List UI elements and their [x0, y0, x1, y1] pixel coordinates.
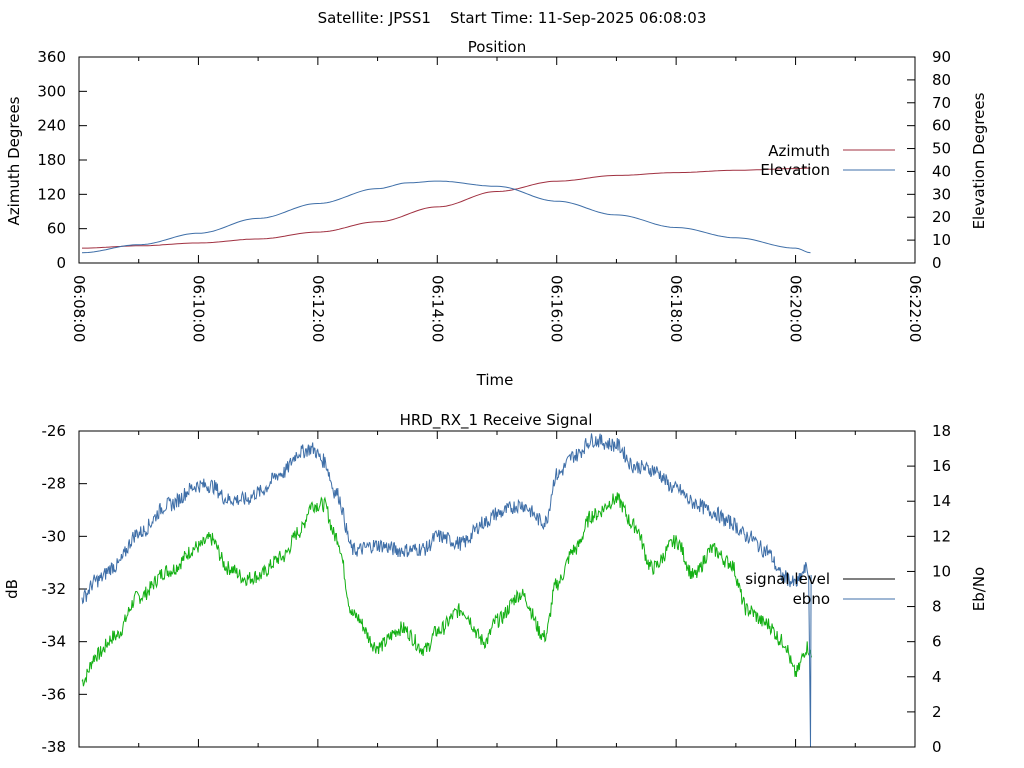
position-y2-axis-label: Elevation Degrees	[970, 92, 988, 229]
y2-tick-label: 0	[932, 254, 942, 272]
y-tick-label: -26	[42, 422, 67, 440]
x-tick-label: 06:10:00	[189, 275, 207, 342]
signal-series	[81, 433, 812, 748]
y-tick-label: 180	[37, 151, 66, 169]
position-series	[81, 167, 811, 254]
y2-tick-label: 50	[932, 140, 951, 158]
y2-tick-label: 70	[932, 94, 951, 112]
y2-tick-label: 90	[932, 48, 951, 66]
x-tick-label: 06:12:00	[309, 275, 327, 342]
y2-tick-label: 0	[932, 738, 942, 756]
header-title: Satellite: JPSS1 Start Time: 11-Sep-2025…	[318, 9, 707, 27]
y2-tick-label: 10	[932, 231, 951, 249]
y2-tick-label: 8	[932, 598, 942, 616]
y2-tick-label: 2	[932, 703, 942, 721]
position-y-axis-label: Azimuth Degrees	[5, 96, 23, 225]
y2-tick-label: 80	[932, 71, 951, 89]
y-tick-label: 240	[37, 117, 66, 135]
x-tick-label: 06:16:00	[548, 275, 566, 342]
signal-y-axis-label: dB	[3, 579, 21, 599]
x-tick-label: 06:22:00	[906, 275, 924, 342]
legend-label-elevation: Elevation	[760, 161, 830, 179]
y2-tick-label: 16	[932, 457, 951, 475]
y2-tick-label: 60	[932, 117, 951, 135]
y2-tick-label: 12	[932, 527, 951, 545]
signal-y2-axis-label: Eb/No	[970, 567, 988, 611]
legend-label-azimuth: Azimuth	[768, 142, 830, 160]
y2-tick-label: 14	[932, 492, 951, 510]
y2-tick-label: 4	[932, 668, 942, 686]
position-ticks	[78, 56, 916, 264]
position-x-tick-labels: 06:08:00 06:10:00 06:12:00 06:14:00 06:16:00…	[70, 275, 924, 342]
signal-y-tick-labels: -26 -28 -30 -32 -34 -36 -38	[42, 422, 67, 756]
position-y-tick-labels: 0 60 120 180 240 300 360	[37, 48, 66, 272]
signal-plot-frame	[78, 430, 916, 748]
y2-tick-label: 20	[932, 208, 951, 226]
y-tick-label: -28	[42, 475, 67, 493]
position-chart: Position 0 60 120 180 240 300 360 0 10 20 30 40 50 6…	[5, 38, 988, 389]
signal-y2-tick-labels: 0 2 4 6 8 10 12 14 16 18	[932, 422, 951, 756]
y2-tick-label: 18	[932, 422, 951, 440]
y2-tick-label: 40	[932, 162, 951, 180]
y-tick-label: -30	[42, 527, 67, 545]
signal-ticks	[78, 430, 916, 748]
x-tick-label: 06:08:00	[70, 275, 88, 342]
y-tick-label: 360	[37, 48, 66, 66]
series-line-azimuth	[82, 167, 811, 249]
position-legend: Azimuth Elevation	[760, 142, 895, 179]
y2-tick-label: 30	[932, 185, 951, 203]
y-tick-label: -34	[42, 633, 67, 651]
signal-chart: HRD_RX_1 Receive Signal -26-28-30-32-34-…	[3, 411, 988, 756]
position-y2-tick-labels: 0 10 20 30 40 50 60 70 80 90	[932, 48, 951, 272]
x-tick-label: 06:20:00	[787, 275, 805, 342]
y2-tick-label: 10	[932, 562, 951, 580]
y-tick-label: 120	[37, 185, 66, 203]
y-tick-label: 300	[37, 82, 66, 100]
position-chart-title: Position	[468, 38, 526, 56]
signal-legend: signal level ebno	[745, 570, 895, 608]
y-tick-label: -38	[42, 738, 67, 756]
x-tick-label: 06:14:00	[428, 275, 446, 342]
y-tick-label: -32	[42, 580, 67, 598]
y-tick-label: 0	[56, 254, 66, 272]
y-tick-label: -36	[42, 685, 67, 703]
signal-chart-title: HRD_RX_1 Receive Signal	[400, 411, 593, 430]
series-line-elevation	[81, 180, 811, 254]
y2-tick-label: 6	[932, 633, 942, 651]
x-tick-label: 06:18:00	[667, 275, 685, 342]
legend-label-signal-level: signal level	[745, 570, 830, 588]
y-tick-label: 60	[47, 220, 66, 238]
series-line-signal-level	[81, 492, 812, 687]
legend-label-ebno: ebno	[793, 590, 830, 608]
position-plot-frame	[78, 56, 916, 264]
series-line-ebno	[81, 433, 812, 748]
position-x-axis-label: Time	[476, 371, 514, 389]
